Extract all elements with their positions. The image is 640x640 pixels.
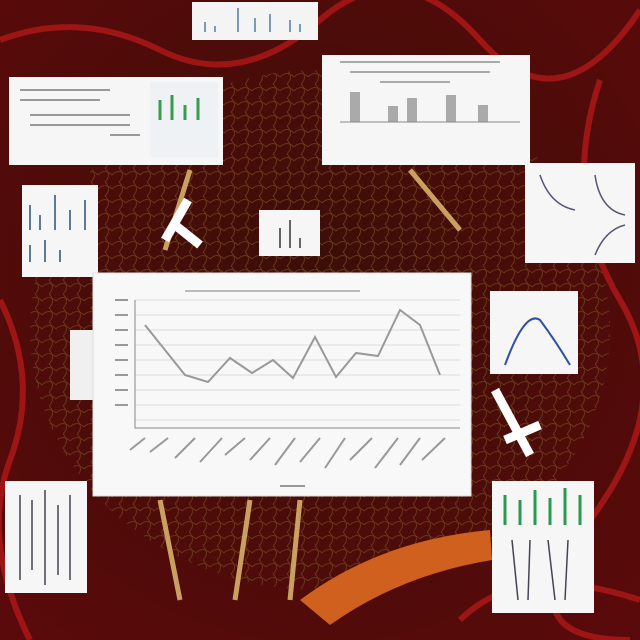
card	[322, 55, 530, 165]
main-chart-card	[92, 272, 472, 497]
card	[9, 77, 223, 165]
card	[492, 481, 594, 613]
card	[259, 210, 320, 256]
card	[490, 291, 578, 374]
grid	[135, 299, 460, 421]
line	[144, 308, 441, 384]
card	[525, 163, 635, 263]
orange-tube	[300, 530, 492, 625]
card	[192, 2, 318, 40]
card	[22, 185, 98, 277]
white-cross	[491, 387, 542, 458]
axes	[134, 300, 460, 429]
white-cross	[161, 197, 203, 249]
card	[5, 481, 87, 593]
illegible-tick-labels	[115, 299, 446, 487]
